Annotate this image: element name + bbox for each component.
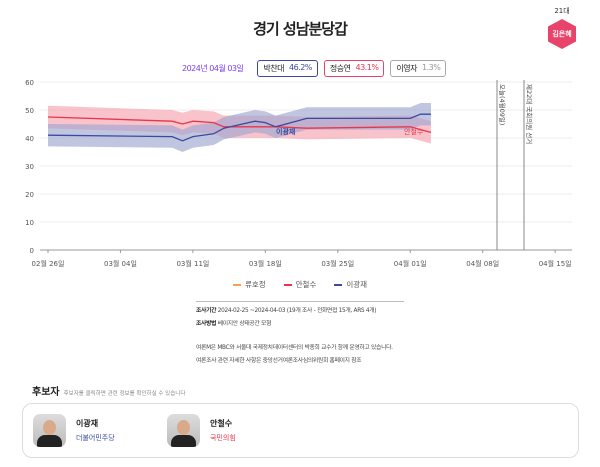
era-label: 21대: [554, 7, 570, 15]
result-date: 2024년 04월 03일: [182, 64, 244, 73]
pill-pct: 43.1%: [355, 63, 379, 72]
y-tick-label: 30: [25, 163, 34, 171]
note-2: 여론조사 관련 자세한 사항은 중앙선거여론조사심의위원회 홈페이지 참조: [196, 358, 362, 364]
y-tick-label: 60: [25, 79, 34, 87]
x-tick-label: 03월 11일: [176, 259, 209, 268]
legend-label: 이광재: [346, 280, 368, 289]
candidates-heading: 후보자 후보자를 클릭하면 관련 정보를 확인하실 수 있습니다: [32, 383, 185, 398]
divider: [196, 301, 404, 302]
period-label: 조사기간: [196, 308, 217, 314]
chart-legend: 류호정 안철수 이광재: [0, 279, 600, 290]
x-tick-label: 03월 04일: [104, 259, 137, 268]
x-tick-label: 04월 01일: [394, 259, 427, 268]
incumbent-hex: 김은혜: [548, 19, 576, 49]
survey-info: 조사기간 2024-02-25 ~2024-04-03 (19개 조사 - 전화…: [196, 305, 393, 368]
x-tick-label: 02월 26일: [32, 259, 65, 268]
result-pill: 정승연 43.1%: [323, 60, 385, 77]
note-1: 여론M은 MBC와 서울대 국제정치데이터센터의 박종희 교수가 함께 운영하고…: [196, 345, 393, 351]
legend-item[interactable]: 류호정: [232, 279, 266, 290]
x-tick-label: 03월 25일: [321, 259, 354, 268]
candidate-name: 안철수: [210, 419, 233, 428]
page-title: 경기 성남분당갑: [253, 20, 348, 38]
x-tick-label: 04월 15일: [539, 259, 572, 268]
period-value: 2024-02-25 ~2024-04-03 (19개 조사 - 전화면접 15…: [217, 308, 377, 314]
y-tick-label: 40: [25, 135, 34, 143]
candidate-name: 이광재: [76, 419, 99, 428]
legend-label: 류호정: [244, 280, 266, 289]
confidence-band: [48, 103, 431, 152]
legend-label: 안철수: [295, 280, 317, 289]
pill-pct: 46.2%: [288, 63, 312, 72]
annotation-label: 제22대 국회의원 선거: [525, 84, 534, 144]
result-bar: 2024년 04월 03일 박찬대 46.2% 정승연 43.1% 이영자 1.3%: [182, 60, 447, 77]
candidate-photo: [167, 414, 200, 447]
poll-chart: 0 10 20 30 40 50 60 02월 26일 03월 04일 03월 11일 03월 18…: [25, 79, 572, 268]
method-value: 베이지안 상태공간 모형: [217, 321, 272, 327]
candidate-photo: [33, 414, 66, 447]
x-tick-label: 03월 18일: [249, 259, 282, 268]
pill-name: 박찬대: [263, 64, 284, 73]
candidate-party: 국민의힘: [210, 434, 236, 442]
annotation-label: 오늘(4월09일): [498, 84, 507, 125]
y-tick-label: 0: [30, 247, 34, 255]
candidates-title: 후보자: [32, 387, 60, 398]
y-tick-label: 10: [25, 219, 34, 227]
pill-name: 정승연: [329, 64, 351, 73]
legend-item[interactable]: 안철수: [283, 279, 317, 290]
series-label: 이광재: [276, 127, 295, 136]
y-tick-label: 50: [25, 107, 34, 115]
series-label: 안철수: [404, 127, 424, 136]
pill-name: 이영자: [396, 64, 418, 73]
legend-item[interactable]: 이광재: [334, 279, 367, 290]
x-tick-label: 04월 08일: [466, 259, 499, 268]
incumbent-badge[interactable]: 21대 김은혜: [547, 6, 577, 49]
result-pill: 박찬대 46.2%: [257, 60, 318, 77]
result-pill: 이영자 1.3%: [390, 60, 447, 77]
y-tick-label: 20: [25, 191, 34, 199]
pill-pct: 1.3%: [422, 63, 441, 72]
candidates-hint: 후보자를 클릭하면 관련 정보를 확인하실 수 있습니다: [63, 391, 186, 397]
method-label: 조사방법: [196, 321, 217, 327]
candidate-party: 더불어민주당: [76, 434, 115, 442]
